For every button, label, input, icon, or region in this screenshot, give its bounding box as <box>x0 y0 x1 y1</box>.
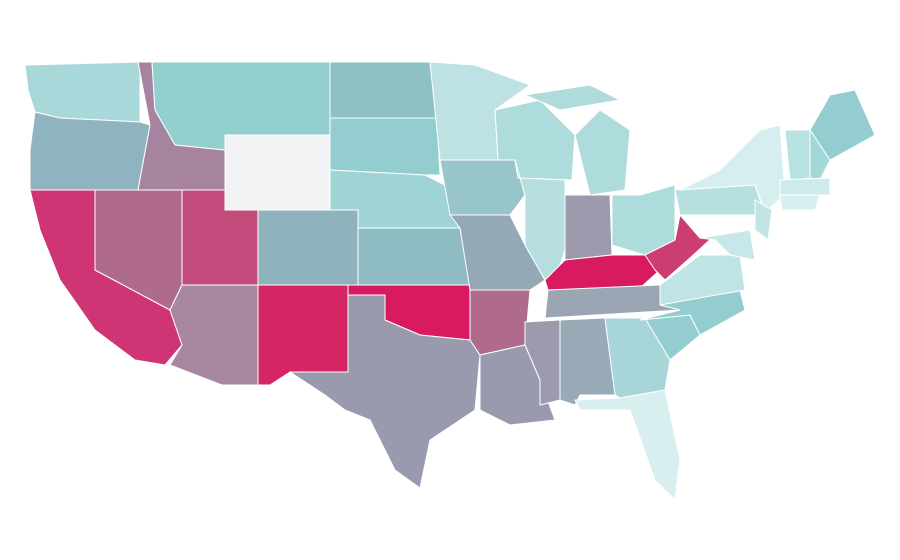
region <box>357 227 471 286</box>
region <box>659 254 746 306</box>
region <box>257 284 349 386</box>
region <box>257 209 359 286</box>
region <box>644 214 716 281</box>
region <box>544 254 661 291</box>
region <box>779 194 821 211</box>
region <box>754 199 773 241</box>
region <box>784 129 811 181</box>
region <box>699 229 756 261</box>
region <box>779 177 831 196</box>
region <box>469 289 531 356</box>
region <box>449 214 546 291</box>
region <box>24 61 141 123</box>
region <box>639 289 746 336</box>
region <box>574 389 681 501</box>
region <box>524 84 621 111</box>
region <box>564 194 613 261</box>
region <box>289 294 481 489</box>
region <box>329 117 441 176</box>
region <box>439 159 526 216</box>
region <box>574 109 631 196</box>
region <box>169 284 259 386</box>
region <box>329 61 438 119</box>
region <box>224 134 331 211</box>
region <box>679 124 786 213</box>
region <box>29 111 151 191</box>
